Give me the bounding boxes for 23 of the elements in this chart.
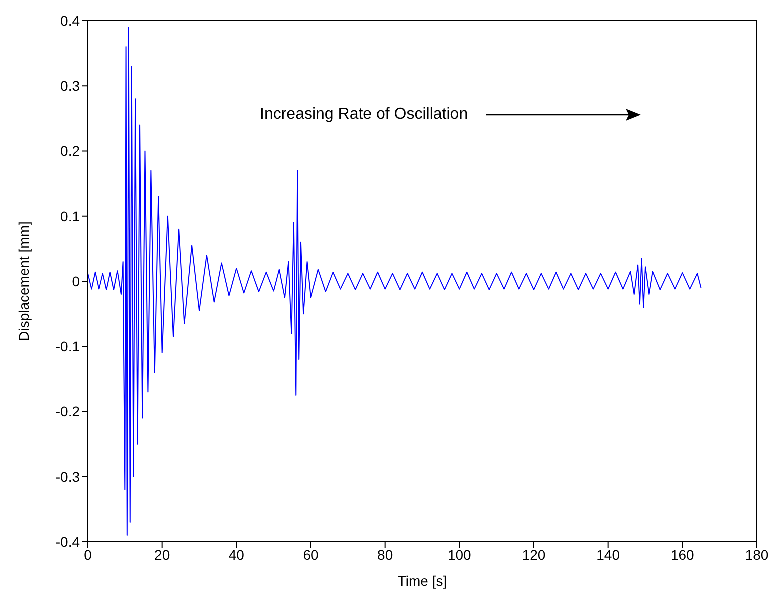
y-tick-label: 0.2 bbox=[60, 143, 80, 160]
y-tick-label: -0.2 bbox=[56, 404, 80, 420]
y-tick-label: 0 bbox=[72, 273, 80, 290]
x-tick-label: 20 bbox=[154, 546, 170, 563]
x-tick-label: 180 bbox=[745, 546, 769, 563]
y-tick-label: 0.3 bbox=[60, 78, 80, 94]
y-axis-title: Displacement [mm] bbox=[16, 222, 32, 342]
x-tick-label: 40 bbox=[228, 546, 245, 563]
annotation: Increasing Rate of Oscillation bbox=[260, 106, 468, 124]
x-tick-label: 160 bbox=[670, 546, 695, 563]
y-tick-label: 0.4 bbox=[60, 12, 80, 29]
x-axis-title: Time [s] bbox=[398, 573, 448, 589]
y-tick-label: 0.1 bbox=[60, 208, 80, 224]
y-tick-label: -0.4 bbox=[56, 534, 80, 550]
y-tick-label: -0.1 bbox=[56, 338, 80, 355]
x-tick-label: 80 bbox=[378, 546, 394, 563]
y-tick-label: -0.3 bbox=[56, 468, 80, 485]
x-tick-label: 0 bbox=[84, 546, 92, 563]
x-tick-label: 60 bbox=[303, 546, 319, 563]
line-series bbox=[88, 27, 702, 536]
x-tick-label: 140 bbox=[596, 546, 620, 563]
x-tick-label: 100 bbox=[448, 546, 472, 563]
x-tick-label: 120 bbox=[522, 546, 546, 563]
